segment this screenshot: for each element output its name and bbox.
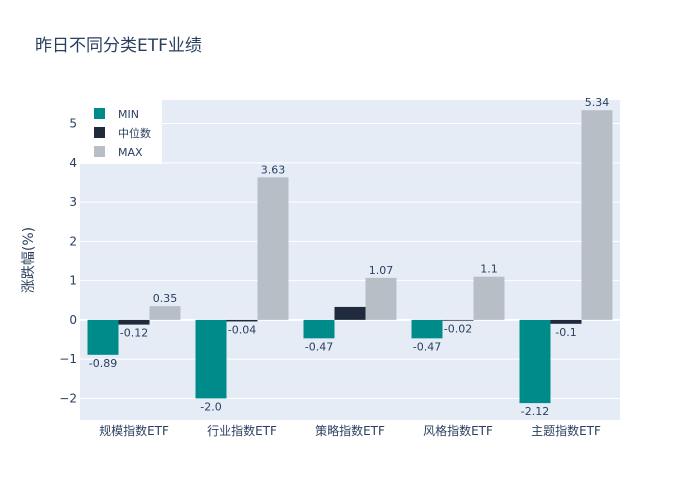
data-label: -0.47 bbox=[413, 340, 441, 353]
y-tick-label: 0 bbox=[69, 313, 77, 327]
y-axis-label: 涨跌幅(%) bbox=[21, 227, 37, 293]
bar-MAX-策略指数ETF bbox=[365, 277, 397, 320]
y-tick-label: 3 bbox=[69, 195, 77, 209]
data-label: 1.07 bbox=[369, 264, 394, 277]
bar-中位数-主题指数ETF bbox=[550, 319, 582, 324]
legend-swatch[interactable] bbox=[94, 127, 105, 138]
data-label: -0.12 bbox=[120, 327, 148, 340]
legend-item-label[interactable]: MIN bbox=[118, 108, 139, 121]
chart-title: 昨日不同分类ETF业绩 bbox=[35, 36, 202, 56]
y-tick-label: 5 bbox=[69, 117, 77, 131]
x-tick-label: 主题指数ETF bbox=[531, 423, 601, 438]
legend-swatch[interactable] bbox=[94, 108, 105, 119]
data-label: 0.35 bbox=[153, 292, 178, 305]
bar-MAX-风格指数ETF bbox=[473, 276, 505, 320]
y-axis-ticks: −2 −1 0 1 2 3 4 5 bbox=[59, 117, 77, 406]
y-tick-label: −1 bbox=[59, 352, 77, 366]
legend-swatch[interactable] bbox=[94, 146, 105, 157]
data-label: 1.1 bbox=[480, 263, 498, 276]
x-tick-label: 行业指数ETF bbox=[207, 423, 277, 438]
x-axis-ticks: 规模指数ETF 行业指数ETF 策略指数ETF 风格指数ETF 主题指数ETF bbox=[99, 423, 601, 438]
bars: -0.89 -0.12 0.35 -2.0 -0.04 3.63 -0.47 1.07 -0.4… bbox=[87, 96, 613, 418]
bar-MAX-主题指数ETF bbox=[581, 110, 613, 320]
legend[interactable]: MIN 中位数 MAX bbox=[80, 100, 162, 164]
y-tick-label: 1 bbox=[69, 274, 77, 288]
data-label: 3.63 bbox=[261, 163, 286, 176]
bar-中位数-策略指数ETF bbox=[334, 306, 366, 320]
bar-MIN-规模指数ETF bbox=[87, 319, 119, 355]
legend-background bbox=[80, 100, 162, 164]
bar-中位数-行业指数ETF bbox=[226, 319, 258, 322]
bar-MAX-规模指数ETF bbox=[149, 306, 181, 320]
data-label: 5.34 bbox=[585, 96, 610, 109]
data-label: -0.89 bbox=[89, 357, 117, 370]
x-tick-label: 规模指数ETF bbox=[99, 423, 169, 438]
y-tick-label: 4 bbox=[69, 156, 77, 170]
x-tick-label: 风格指数ETF bbox=[423, 423, 493, 438]
x-tick-label: 策略指数ETF bbox=[315, 423, 385, 438]
y-tick-label: −2 bbox=[59, 391, 77, 405]
bar-MIN-主题指数ETF bbox=[519, 319, 551, 404]
y-tick-label: 2 bbox=[69, 234, 77, 248]
bar-中位数-规模指数ETF bbox=[118, 319, 150, 325]
data-label: -2.12 bbox=[521, 405, 549, 418]
data-label: -2.0 bbox=[200, 400, 221, 413]
bar-MAX-行业指数ETF bbox=[257, 177, 289, 320]
data-label: -0.1 bbox=[555, 326, 576, 339]
bar-中位数-风格指数ETF bbox=[442, 319, 474, 321]
bar-MIN-风格指数ETF bbox=[411, 319, 443, 339]
data-label: -0.04 bbox=[228, 323, 256, 336]
data-label: -0.02 bbox=[444, 323, 472, 336]
data-label: -0.47 bbox=[305, 340, 333, 353]
bar-MIN-行业指数ETF bbox=[195, 319, 227, 399]
legend-item-label[interactable]: MAX bbox=[118, 146, 143, 159]
legend-item-label[interactable]: 中位数 bbox=[118, 126, 151, 140]
bar-MIN-策略指数ETF bbox=[303, 319, 335, 339]
